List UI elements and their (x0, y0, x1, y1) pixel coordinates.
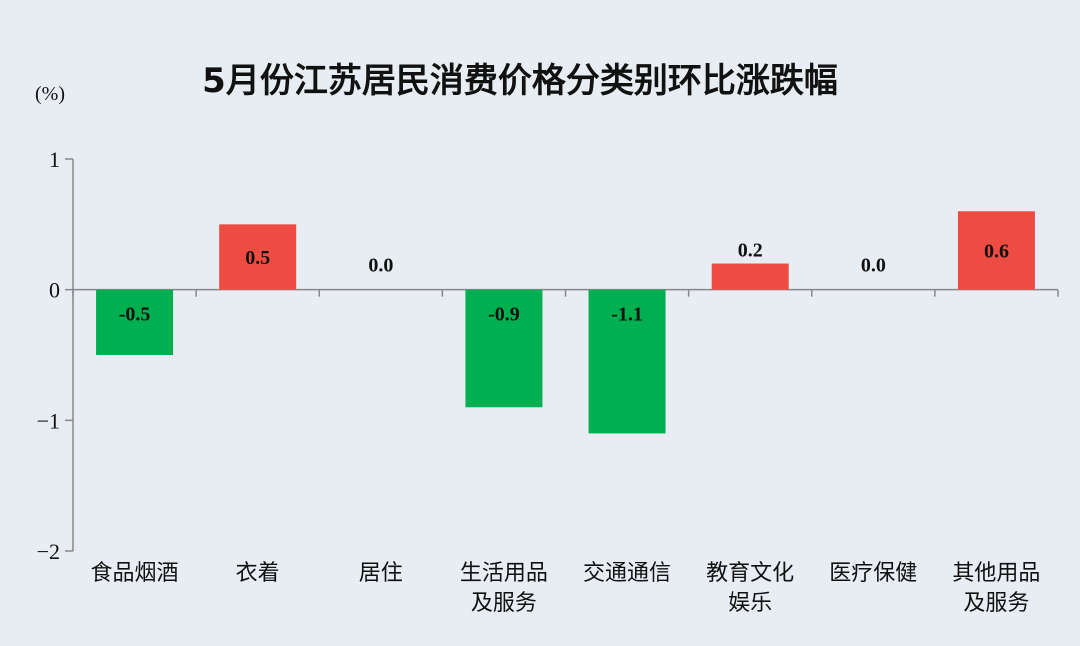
bar (957, 211, 1035, 290)
bar (96, 289, 174, 355)
data-labels: -0.5 0.5 0.0 -0.9 -1.1 0.2 0.0 0.6 (119, 240, 1009, 326)
category-label: 教育文化 (706, 561, 794, 586)
category-label: 及服务 (963, 591, 1029, 616)
y-unit-label: (%) (35, 83, 65, 105)
data-label: 0.0 (368, 255, 393, 277)
category-label: 居住 (359, 561, 403, 586)
category-label: 及服务 (471, 591, 537, 616)
data-label: 0.2 (738, 240, 763, 262)
category-label: 交通通信 (583, 561, 671, 586)
y-tick-label: 0 (49, 278, 60, 303)
bar (711, 263, 789, 290)
data-label: 0.6 (984, 240, 1009, 262)
y-tick-label: 1 (49, 147, 60, 172)
data-label: 0.5 (245, 247, 270, 269)
data-label: -0.5 (119, 304, 151, 326)
category-label: 食品烟酒 (91, 561, 179, 586)
axes: 1 0 −1 −2 (37, 147, 1059, 564)
y-tick-label: −1 (37, 408, 60, 433)
bars (96, 211, 1035, 434)
category-label: 衣着 (236, 561, 280, 586)
category-label: 医疗保健 (829, 561, 917, 586)
category-label: 生活用品 (460, 561, 548, 586)
bar (465, 289, 543, 408)
data-label: 0.0 (861, 255, 886, 277)
data-label: -0.9 (488, 304, 520, 326)
category-label: 娱乐 (728, 591, 772, 616)
bar (588, 289, 666, 434)
category-label: 其他用品 (952, 561, 1040, 586)
y-tick-label: −2 (37, 539, 60, 564)
data-label: -1.1 (611, 304, 643, 326)
bar (219, 224, 297, 290)
chart-title: 5月份江苏居民消费价格分类别环比涨跌幅 (202, 61, 838, 101)
